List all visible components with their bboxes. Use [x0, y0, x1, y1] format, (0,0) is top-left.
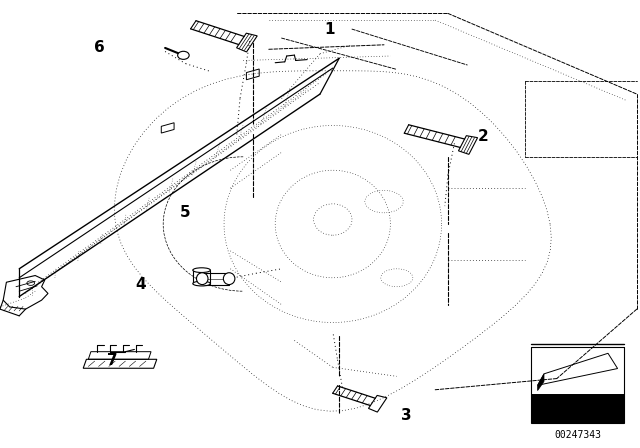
Text: 4: 4: [136, 277, 146, 292]
Ellipse shape: [178, 51, 189, 59]
Text: 6: 6: [94, 39, 104, 55]
Polygon shape: [538, 374, 544, 391]
Text: 2: 2: [478, 129, 488, 144]
Text: 5: 5: [180, 205, 191, 220]
Ellipse shape: [223, 273, 235, 284]
Ellipse shape: [196, 273, 208, 284]
Bar: [531, 347, 624, 423]
Polygon shape: [538, 353, 618, 385]
Text: 1: 1: [324, 22, 335, 37]
Bar: [531, 347, 624, 394]
Text: 00247343: 00247343: [554, 430, 601, 439]
Bar: [531, 394, 624, 423]
Ellipse shape: [193, 268, 211, 272]
Text: 3: 3: [401, 408, 412, 423]
Text: 7: 7: [107, 353, 117, 368]
Ellipse shape: [193, 281, 211, 286]
